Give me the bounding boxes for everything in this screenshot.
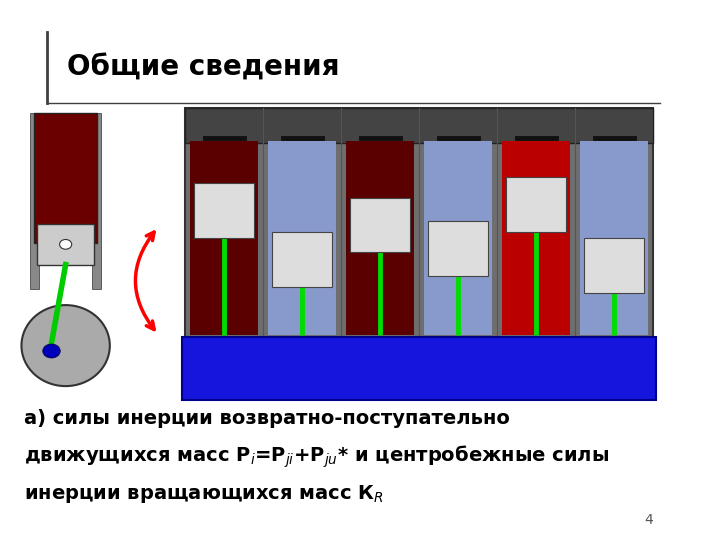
Bar <box>34 113 97 243</box>
Bar <box>272 232 332 287</box>
Bar <box>30 113 39 289</box>
Bar <box>428 221 487 275</box>
Bar <box>346 141 415 335</box>
Bar <box>194 183 253 238</box>
Text: инерции вращающихся масс К$_R$: инерции вращающихся масс К$_R$ <box>24 483 384 505</box>
Circle shape <box>60 240 72 249</box>
FancyArrowPatch shape <box>135 232 154 329</box>
Bar <box>190 141 258 335</box>
Bar <box>585 238 644 293</box>
Bar <box>181 338 657 400</box>
Bar <box>351 198 410 252</box>
Text: 4: 4 <box>644 512 653 526</box>
Circle shape <box>42 344 60 358</box>
Bar <box>92 113 101 289</box>
Bar <box>506 177 566 232</box>
Bar <box>37 224 94 265</box>
Bar <box>580 141 648 335</box>
Bar <box>185 108 653 397</box>
Ellipse shape <box>22 305 110 386</box>
Text: Общие сведения: Общие сведения <box>68 53 340 82</box>
Bar <box>424 141 492 335</box>
Bar <box>502 141 570 335</box>
Bar <box>268 141 336 335</box>
Text: а) силы инерции возвратно-поступательно: а) силы инерции возвратно-поступательно <box>24 409 510 428</box>
Text: движущихся масс P$_i$=P$_{ji}$+P$_{ju}$* и центробежные силы: движущихся масс P$_i$=P$_{ji}$+P$_{ju}$*… <box>24 443 609 470</box>
Bar <box>185 108 653 143</box>
